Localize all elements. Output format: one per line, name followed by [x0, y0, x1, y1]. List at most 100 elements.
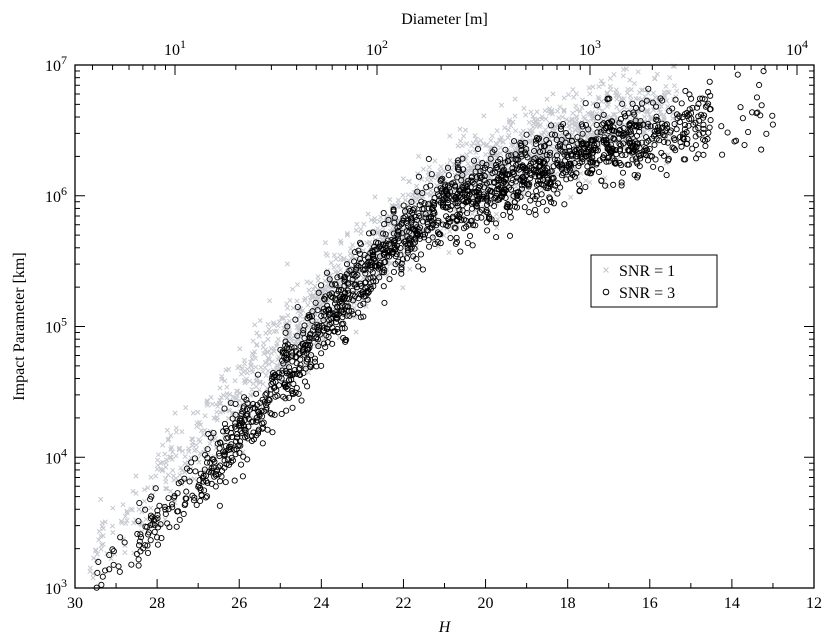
- data-point-snr1: [297, 313, 303, 320]
- data-point-snr3: [397, 244, 404, 252]
- data-point-snr3: [605, 158, 612, 165]
- data-point-snr1: [189, 443, 195, 449]
- data-point-snr3: [454, 164, 461, 171]
- data-point-snr3: [477, 175, 484, 182]
- data-point-snr1: [164, 427, 170, 433]
- data-point-snr3: [217, 440, 224, 447]
- data-point-snr3: [361, 266, 368, 274]
- data-point-snr3: [334, 325, 341, 333]
- data-point-snr1: [415, 171, 421, 177]
- data-point-snr3: [647, 123, 654, 130]
- data-point-snr1: [494, 151, 501, 157]
- data-point-snr3: [481, 164, 489, 172]
- data-point-snr1: [375, 230, 381, 236]
- data-point-snr1: [464, 141, 470, 147]
- data-point-snr3: [745, 128, 752, 136]
- data-point-snr3: [242, 427, 249, 434]
- data-point-snr3: [417, 251, 425, 258]
- data-point-snr1: [331, 252, 337, 258]
- data-point-snr3: [538, 191, 545, 198]
- data-point-snr1: [214, 409, 220, 415]
- data-point-snr1: [652, 94, 658, 100]
- data-point-snr3: [323, 269, 331, 276]
- data-point-snr3: [426, 243, 433, 250]
- data-point-snr3: [360, 313, 367, 320]
- data-point-snr3: [663, 172, 670, 179]
- data-point-snr1: [372, 194, 378, 200]
- data-point-snr3: [523, 171, 530, 179]
- data-point-snr3: [259, 420, 266, 427]
- data-point-snr3: [186, 478, 193, 485]
- data-point-snr3: [475, 197, 482, 204]
- data-point-snr3: [518, 153, 525, 160]
- data-point-snr3: [215, 464, 222, 471]
- data-point-snr3: [459, 207, 466, 214]
- data-point-snr1: [295, 323, 301, 329]
- data-point-snr3: [509, 165, 516, 172]
- data-point-snr3: [706, 78, 713, 85]
- data-point-snr1: [670, 115, 676, 121]
- data-point-snr3: [221, 452, 228, 459]
- data-point-snr1: [348, 246, 354, 252]
- data-point-snr3: [282, 338, 289, 345]
- data-point-snr1: [554, 108, 561, 114]
- data-point-snr3: [441, 189, 448, 196]
- data-point-snr3: [214, 440, 221, 447]
- data-point-snr1: [344, 232, 351, 238]
- data-point-snr3: [631, 111, 638, 118]
- data-point-snr1: [249, 386, 255, 393]
- data-point-snr3: [222, 479, 229, 486]
- data-point-snr3: [582, 100, 589, 107]
- data-point-snr3: [142, 506, 149, 513]
- data-point-snr1: [309, 294, 315, 300]
- data-point-snr1: [358, 226, 364, 232]
- data-point-snr3: [532, 206, 539, 213]
- data-point-snr1: [573, 103, 579, 109]
- data-point-snr1: [590, 116, 596, 122]
- data-point-snr3: [548, 122, 555, 129]
- data-point-snr1: [426, 169, 432, 175]
- data-point-snr3: [237, 438, 244, 445]
- data-point-snr3: [651, 122, 658, 130]
- data-point-snr1: [596, 144, 602, 150]
- data-point-snr3: [300, 369, 307, 377]
- data-point-snr1: [281, 325, 287, 331]
- data-point-snr3: [121, 539, 128, 546]
- data-point-snr1: [333, 256, 339, 262]
- data-point-snr3: [345, 296, 353, 303]
- data-point-snr1: [203, 447, 209, 453]
- data-point-snr3: [681, 121, 689, 129]
- data-point-snr1: [543, 116, 549, 122]
- data-point-snr3: [586, 155, 593, 163]
- data-point-snr3: [448, 203, 455, 210]
- data-point-snr3: [492, 194, 499, 201]
- data-point-snr3: [176, 516, 183, 523]
- data-point-snr3: [487, 200, 494, 207]
- data-point-snr1: [213, 415, 219, 421]
- data-point-snr3: [364, 290, 371, 297]
- data-point-snr3: [620, 130, 627, 137]
- data-point-snr1: [464, 152, 470, 158]
- data-point-snr3: [550, 175, 557, 182]
- data-point-snr3: [398, 260, 405, 267]
- data-point-snr3: [366, 230, 373, 237]
- data-point-snr1: [437, 168, 443, 174]
- data-point-snr3: [329, 340, 336, 347]
- data-point-snr3: [540, 199, 547, 206]
- data-point-snr3: [398, 221, 405, 228]
- data-point-snr1: [310, 286, 316, 293]
- data-point-snr3: [284, 323, 291, 330]
- data-point-snr1: [212, 436, 218, 442]
- data-point-snr3: [363, 288, 370, 295]
- data-point-snr3: [521, 177, 528, 184]
- data-point-snr1: [141, 487, 148, 493]
- data-point-snr1: [274, 328, 280, 334]
- data-point-snr3: [547, 168, 554, 175]
- data-point-snr3: [390, 208, 397, 215]
- data-point-snr3: [140, 545, 147, 552]
- data-point-snr1: [640, 87, 646, 93]
- data-point-snr3: [329, 281, 336, 288]
- data-point-snr1: [163, 464, 169, 470]
- data-point-snr3: [303, 349, 310, 356]
- data-point-snr3: [231, 446, 238, 453]
